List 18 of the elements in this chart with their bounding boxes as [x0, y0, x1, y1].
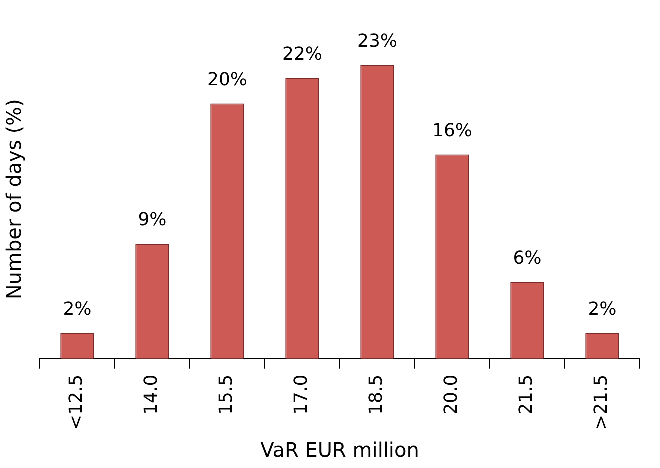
data-label: 2% [63, 299, 92, 320]
data-label: 2% [588, 299, 617, 320]
x-axis-title: VaR EUR million [260, 438, 420, 462]
x-tick-label: 21.5 [516, 374, 538, 415]
x-tick-label: 18.5 [366, 374, 388, 415]
data-label: 23% [357, 31, 398, 52]
x-tick-label: >21.5 [591, 374, 612, 430]
y-axis-title: Number of days (%) [2, 99, 26, 300]
data-label: 16% [432, 120, 473, 142]
x-tick-label: 14.0 [141, 374, 162, 415]
x-tick-label: 15.5 [216, 374, 238, 415]
x-tick-label: 17.0 [291, 374, 312, 415]
data-label: 20% [207, 69, 248, 90]
data-label: 9% [138, 210, 167, 231]
data-label: 6% [513, 248, 542, 269]
x-tick-label: <12.5 [66, 374, 88, 430]
data-label: 22% [282, 44, 323, 65]
x-tick-label: 20.0 [441, 374, 462, 415]
